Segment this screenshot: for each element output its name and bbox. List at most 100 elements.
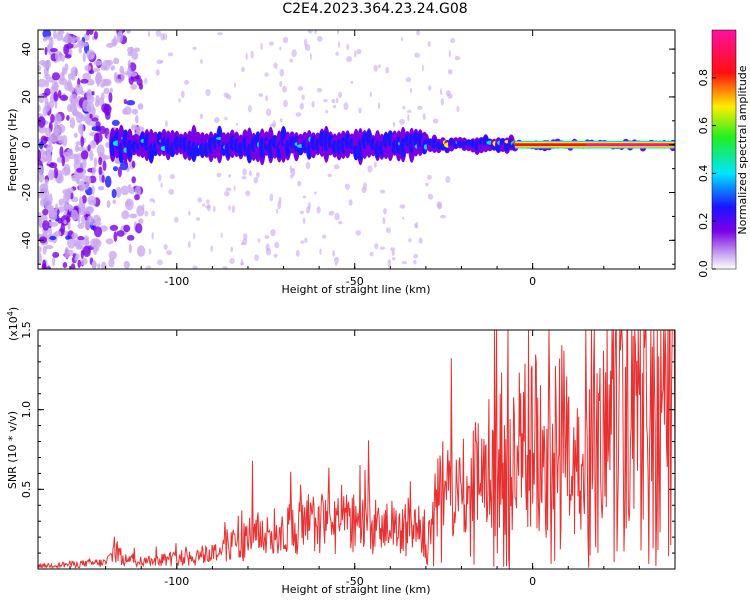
heatmap-cell (94, 226, 102, 238)
heatmap-cell (228, 174, 232, 178)
heatmap-cell (58, 198, 65, 206)
heatmap-cell (378, 64, 381, 69)
heatmap-cell (385, 66, 390, 74)
heatmap-cell (48, 211, 58, 221)
heatmap-cell (71, 36, 76, 45)
heatmap-cell (229, 258, 235, 264)
heatmap-cell (65, 235, 71, 240)
heatmap-cell (193, 232, 196, 240)
heatmap-cell (98, 156, 103, 166)
heatmap-cell (402, 216, 405, 220)
heatmap-cell (144, 210, 149, 217)
heatmap-cell (333, 164, 340, 170)
heatmap-cell (151, 210, 156, 217)
heatmap-cell (117, 166, 122, 178)
heatmap-cell (46, 152, 52, 165)
heatmap-cell (160, 32, 165, 41)
heatmap-cell (77, 212, 81, 224)
heatmap-cell (135, 126, 145, 132)
heatmap-cell (129, 213, 138, 219)
heatmap-cell (128, 187, 135, 194)
heatmap-cell (79, 257, 88, 266)
colorbar-tick-label: 0.0 (697, 260, 710, 278)
heatmap-cell (155, 30, 162, 37)
colorbar-ticks: 0.0 0.2 0.4 0.6 0.8 (697, 69, 716, 278)
heatmap-cell (137, 103, 144, 110)
heatmap-cell (105, 79, 110, 85)
heatmap-cell (87, 215, 94, 223)
heatmap-cell (89, 113, 93, 119)
heatmap-cell (82, 72, 92, 81)
heatmap-cell (205, 89, 211, 97)
heatmap-cell (120, 185, 130, 196)
heatmap-cell (356, 49, 362, 55)
heatmap-cell (113, 231, 118, 243)
heatmap-cell (80, 238, 90, 246)
heatmap-cell (184, 80, 190, 85)
heatmap-cell (197, 197, 202, 203)
heatmap-cell (437, 203, 443, 210)
heatmap-cell (105, 238, 114, 245)
y-tick-label: 40 (20, 42, 33, 56)
heatmap-cell (113, 71, 118, 83)
heatmap-cell (54, 50, 63, 62)
heatmap-cell (48, 169, 55, 181)
heatmap-cell (416, 105, 423, 110)
heatmap-cell (93, 157, 97, 168)
heatmap-cell (311, 101, 315, 108)
heatmap-cell (50, 48, 58, 53)
heatmap-cell (38, 116, 46, 128)
heatmap-cell (169, 174, 175, 180)
heatmap-cell (316, 206, 321, 214)
heatmap-cell (418, 237, 423, 244)
heatmap-cell (392, 122, 396, 127)
heatmap-cell (131, 176, 136, 184)
heatmap-cell (66, 115, 70, 121)
heatmap-cell (115, 186, 122, 198)
snr-y-axis-label: SNR (10 * v/v) (6, 411, 19, 489)
heatmap-cell (399, 118, 405, 125)
heatmap-cell (48, 226, 52, 238)
heatmap-cell (46, 204, 55, 213)
heatmap-cell (91, 126, 101, 132)
snr-panel: -100 -50 0 0.5 1.0 1.5 Height of straight li… (6, 307, 676, 596)
heatmap-cell (158, 174, 162, 182)
heatmap-cell (264, 72, 269, 77)
heatmap-cell (93, 31, 98, 40)
x-tick-label: -50 (346, 575, 364, 588)
heatmap-cell (86, 49, 95, 60)
heatmap-cell (75, 141, 81, 146)
heatmap-cell (456, 105, 460, 113)
heatmap-cell (379, 246, 386, 250)
heatmap-cell (358, 107, 362, 114)
heatmap-cell (97, 263, 101, 269)
heatmap-cell (155, 69, 160, 76)
heatmap-cell (233, 185, 236, 191)
heatmap-cell (377, 102, 381, 110)
figure-title: C2E4.2023.364.23.24.G08 (282, 1, 468, 17)
heatmap-cell (304, 44, 311, 51)
heatmap-cell (272, 120, 277, 128)
heatmap-cell (57, 30, 65, 35)
heatmap-cell (245, 190, 251, 197)
heatmap-cell (78, 123, 84, 135)
heatmap-cell (301, 94, 305, 100)
heatmap-cell (199, 113, 204, 119)
heatmap-cell (392, 257, 396, 261)
heatmap-cell (86, 206, 94, 213)
heatmap-cell (383, 208, 387, 215)
heatmap-cell (307, 30, 313, 34)
heatmap-cell (206, 199, 210, 205)
heatmap-cell (421, 64, 424, 72)
snr-x-axis-label: Height of straight line (km) (281, 583, 430, 596)
colorbar-gradient (711, 29, 737, 270)
heatmap-cell (69, 93, 78, 106)
heatmap-cell (81, 195, 87, 204)
heatmap-cell (111, 119, 120, 126)
heatmap-cell (328, 210, 335, 216)
heatmap-cell (142, 203, 145, 212)
heatmap-cell (101, 174, 105, 183)
heatmap-cell (112, 199, 116, 204)
heatmap-cell (210, 245, 213, 253)
heatmap-cell (325, 110, 329, 114)
